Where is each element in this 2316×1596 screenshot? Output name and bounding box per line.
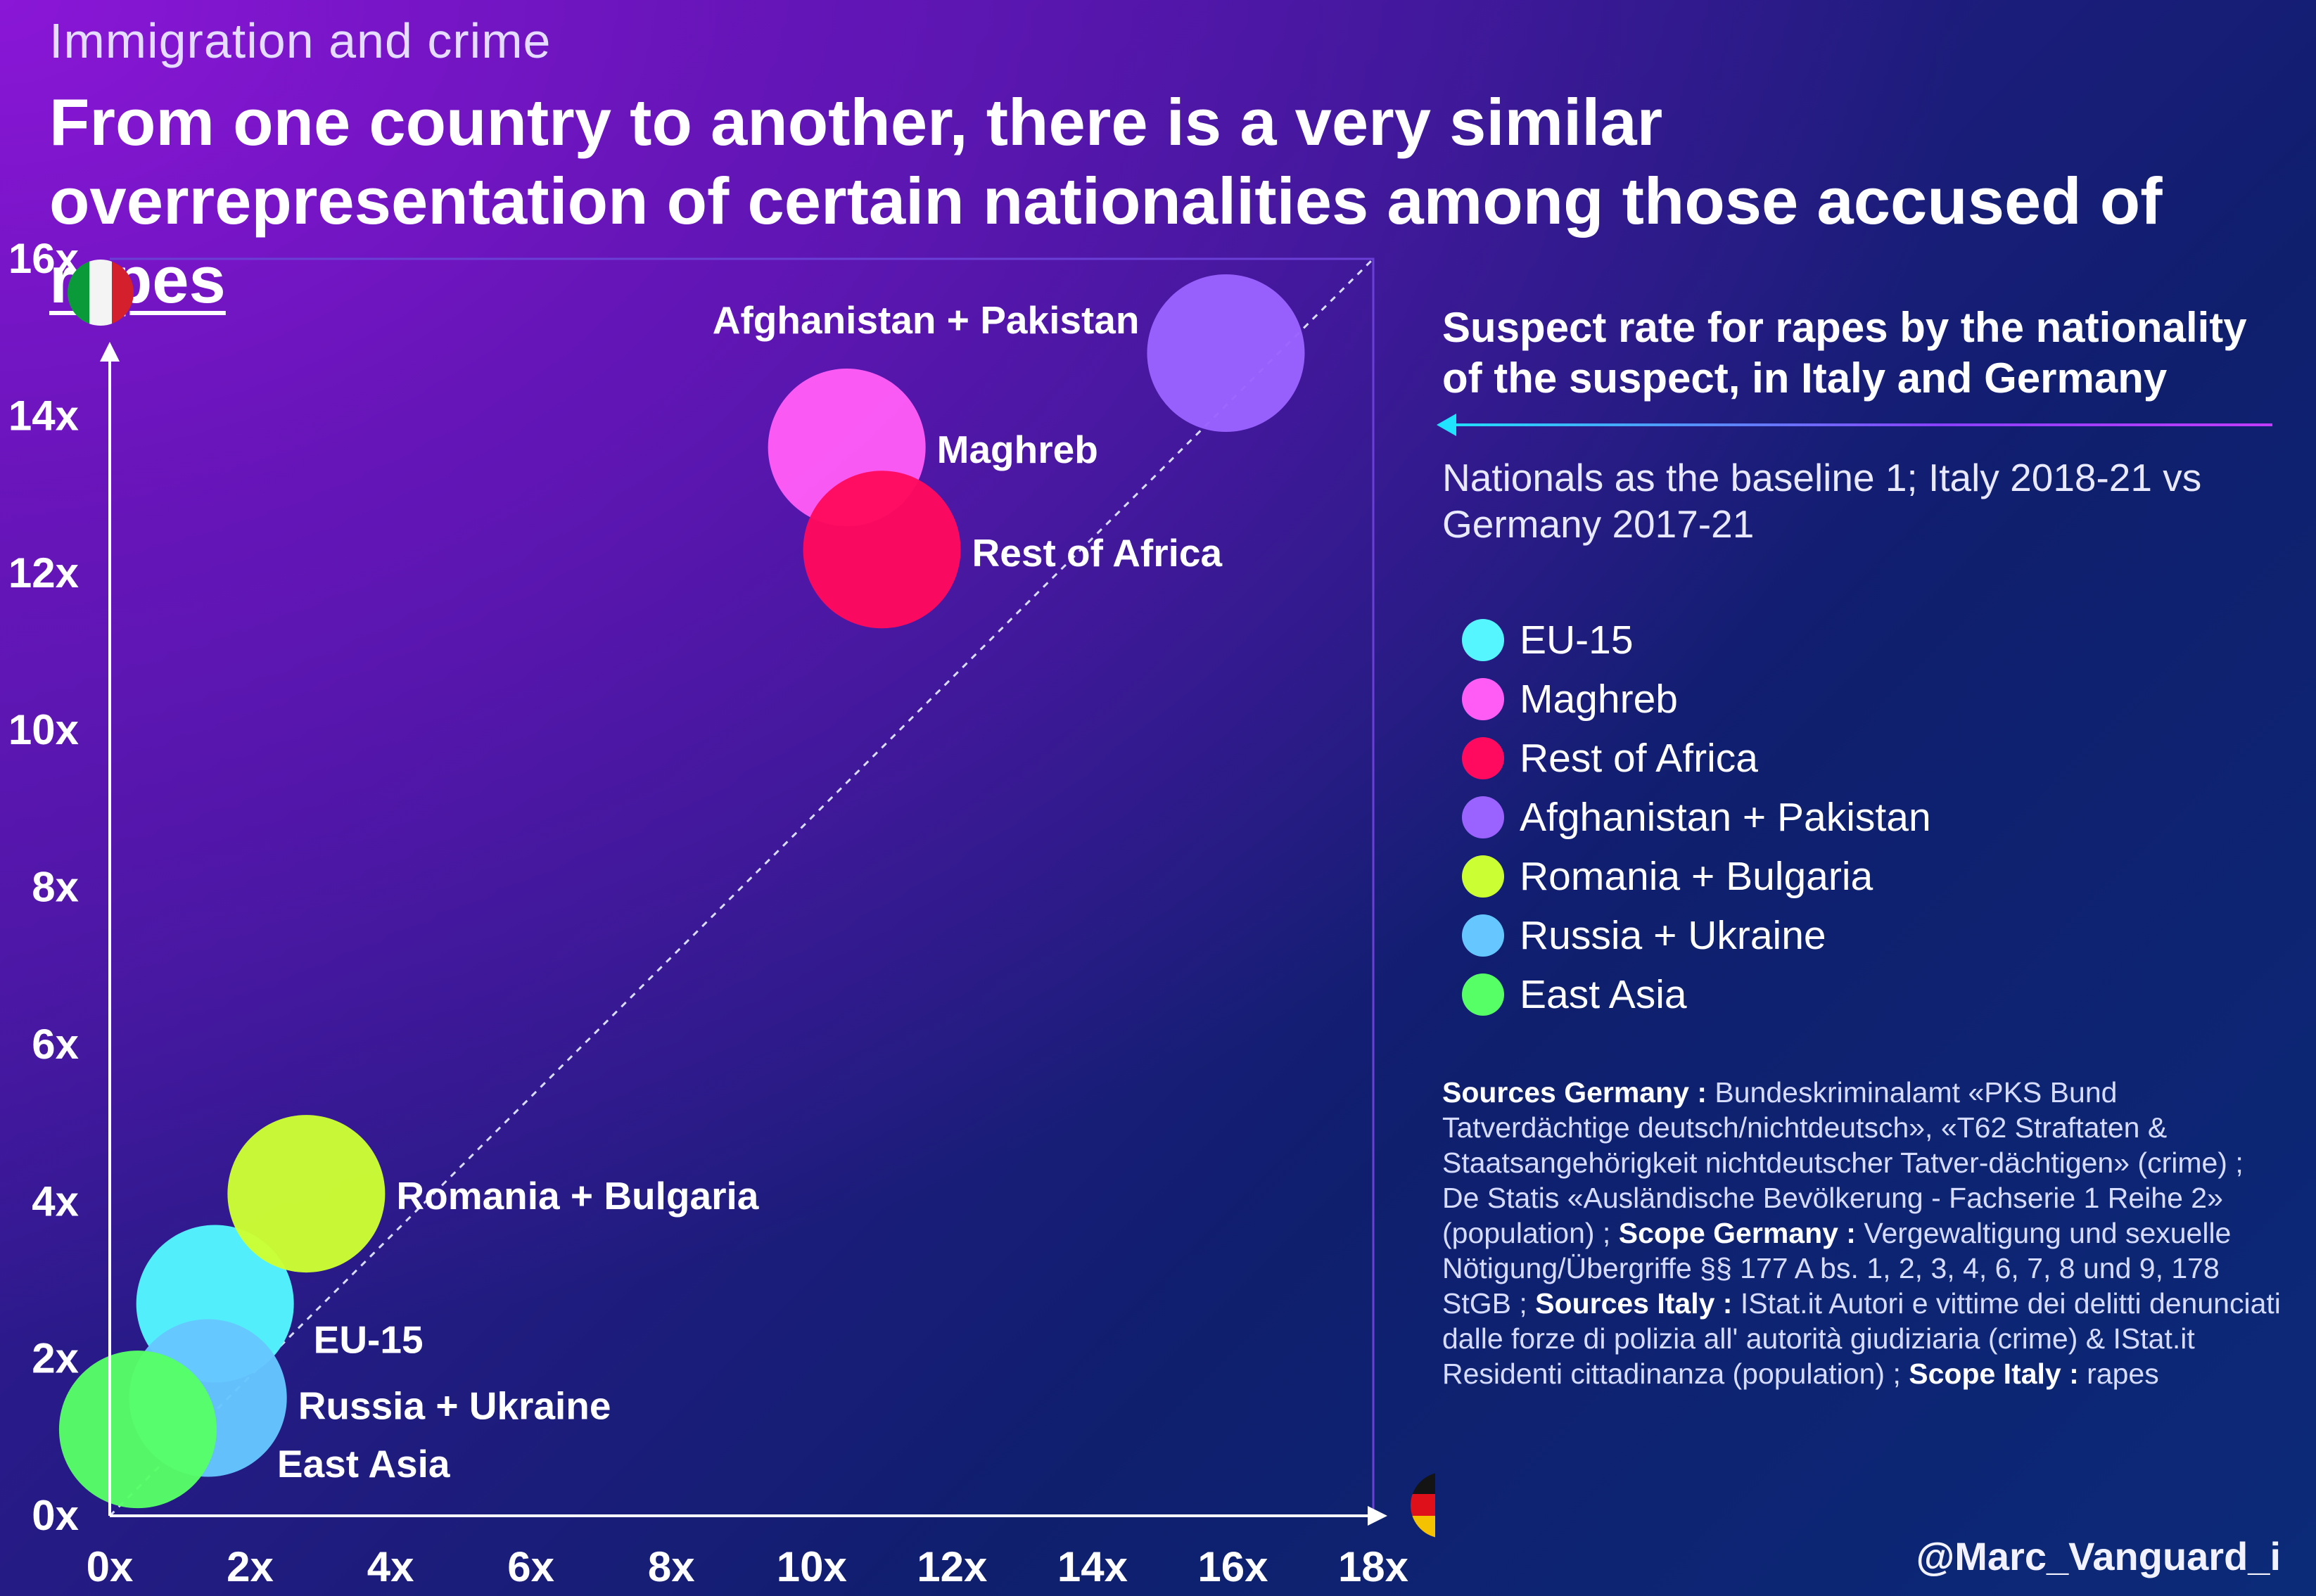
scope-germany-text: Vergewaltigung und sexuelle Nötigung/Übe… [1442, 1217, 2232, 1320]
scope-italy-label: Scope Italy : [1909, 1358, 2079, 1390]
sources-italy-text: IStat.it Autori e vittime dei delitti de… [1442, 1287, 2281, 1390]
x-tick-label: 12x [917, 1543, 987, 1590]
y-tick-label: 12x [8, 549, 79, 596]
x-tick-label: 16x [1197, 1543, 1268, 1590]
legend-label: East Asia [1520, 972, 1687, 1017]
supertitle: Immigration and crime [49, 13, 552, 68]
y-tick-label: 4x [32, 1177, 79, 1225]
author-handle: @Marc_Vanguard_i [1916, 1534, 2281, 1578]
x-tick-label: 6x [507, 1543, 554, 1590]
headline-main: From one country to another, there is a … [49, 85, 2163, 238]
legend-swatch [1462, 678, 1504, 720]
headline: From one country to another, there is a … [49, 83, 2265, 319]
panel-divider [1437, 414, 2272, 436]
panel-subtitle: Nationals as the baseline 1; Italy 2018-… [1442, 456, 2202, 546]
legend-label: Afghanistan + Pakistan [1520, 795, 1931, 840]
diagonal-reference-line [108, 257, 1375, 1517]
scatter-chart: EU-15 Maghreb Rest of Africa Afghanistan + … [8, 235, 1435, 1590]
legend-swatch [1462, 796, 1504, 838]
italy-flag-icon [68, 260, 134, 326]
y-tick-label: 0x [32, 1492, 79, 1539]
x-tick-label: 0x [87, 1543, 134, 1590]
legend-item: East Asia [1462, 965, 2286, 1024]
x-tick-label: 14x [1057, 1543, 1128, 1590]
tick-labels: 0x 2x 4x 6x 8x 10x 12x 14x 16x 18x 0x 2x 4x 6x 8x 10x 12… [8, 235, 1408, 1590]
scope-germany-label: Scope Germany : [1618, 1217, 1856, 1249]
diagonal-line [108, 257, 1375, 1517]
bubbles [58, 274, 1305, 1509]
legend-swatch [1462, 619, 1504, 661]
panel-title: Suspect rate for rapes by the nationalit… [1442, 304, 2247, 402]
legend-label: Maghreb [1520, 677, 1678, 722]
y-tick-label: 10x [8, 706, 79, 753]
legend-swatch [1462, 737, 1504, 779]
bubble-label: Rest of Africa [972, 531, 1223, 575]
y-tick-label: 14x [8, 392, 79, 439]
bubble-label: Maghreb [937, 428, 1098, 471]
x-tick-label: 10x [777, 1543, 847, 1590]
y-tick-label: 2x [32, 1335, 79, 1382]
bubble-rest-of-africa [803, 471, 961, 629]
sources-note: Sources Germany : Bundeskriminalamt «PKS… [1442, 1075, 2286, 1391]
bubble-label: Russia + Ukraine [298, 1384, 611, 1427]
y-tick-label: 16x [8, 235, 79, 282]
legend-label: Rest of Africa [1520, 736, 1758, 781]
plot-border [110, 257, 1375, 1516]
x-tick-label: 18x [1338, 1543, 1408, 1590]
x-tick-label: 2x [227, 1543, 274, 1590]
legend-item: Romania + Bulgaria [1462, 847, 2286, 906]
y-tick-label: 6x [32, 1021, 79, 1068]
x-tick-label: 8x [648, 1543, 695, 1590]
bubble-label: Afghanistan + Pakistan [713, 298, 1140, 342]
germany-flag-icon [1411, 1472, 1435, 1538]
bubble-afghanistan-pakistan [1147, 274, 1305, 433]
sources-germany-text: Bundeskriminalamt «PKS Bund Tatverdächti… [1442, 1076, 2244, 1249]
bubble-label: EU-15 [314, 1317, 424, 1361]
y-tick-label: 8x [32, 864, 79, 911]
legend: EU-15 Maghreb Rest of Africa Afghanistan + … [1462, 611, 2286, 1024]
legend-label: EU-15 [1520, 618, 1634, 663]
legend-item: Russia + Ukraine [1462, 906, 2286, 965]
side-panel: Suspect rate for rapes by the nationalit… [1437, 302, 2286, 1024]
sources-italy-label: Sources Italy : [1535, 1287, 1733, 1320]
legend-swatch [1462, 914, 1504, 957]
bubble-label: Romania + Bulgaria [396, 1174, 758, 1218]
x-tick-label: 4x [367, 1543, 414, 1590]
legend-item: Rest of Africa [1462, 729, 2286, 788]
legend-label: Romania + Bulgaria [1520, 854, 1873, 899]
bubble-label: East Asia [277, 1442, 450, 1486]
legend-label: Russia + Ukraine [1520, 913, 1826, 958]
bubble-romania-bulgaria [227, 1115, 386, 1273]
legend-item: Maghreb [1462, 670, 2286, 729]
bubble-labels: EU-15 Maghreb Rest of Africa Afghanistan + … [277, 298, 1223, 1486]
legend-item: EU-15 [1462, 611, 2286, 670]
bubble-east-asia [58, 1351, 217, 1509]
sources-germany-label: Sources Germany : [1442, 1076, 1707, 1109]
scope-italy-text: rapes [2087, 1358, 2159, 1390]
legend-item: Afghanistan + Pakistan [1462, 788, 2286, 847]
plot-frame [110, 257, 1375, 1516]
legend-swatch [1462, 973, 1504, 1016]
legend-swatch [1462, 855, 1504, 898]
arrow-left-icon [1437, 414, 1456, 436]
axes [100, 342, 1387, 1526]
